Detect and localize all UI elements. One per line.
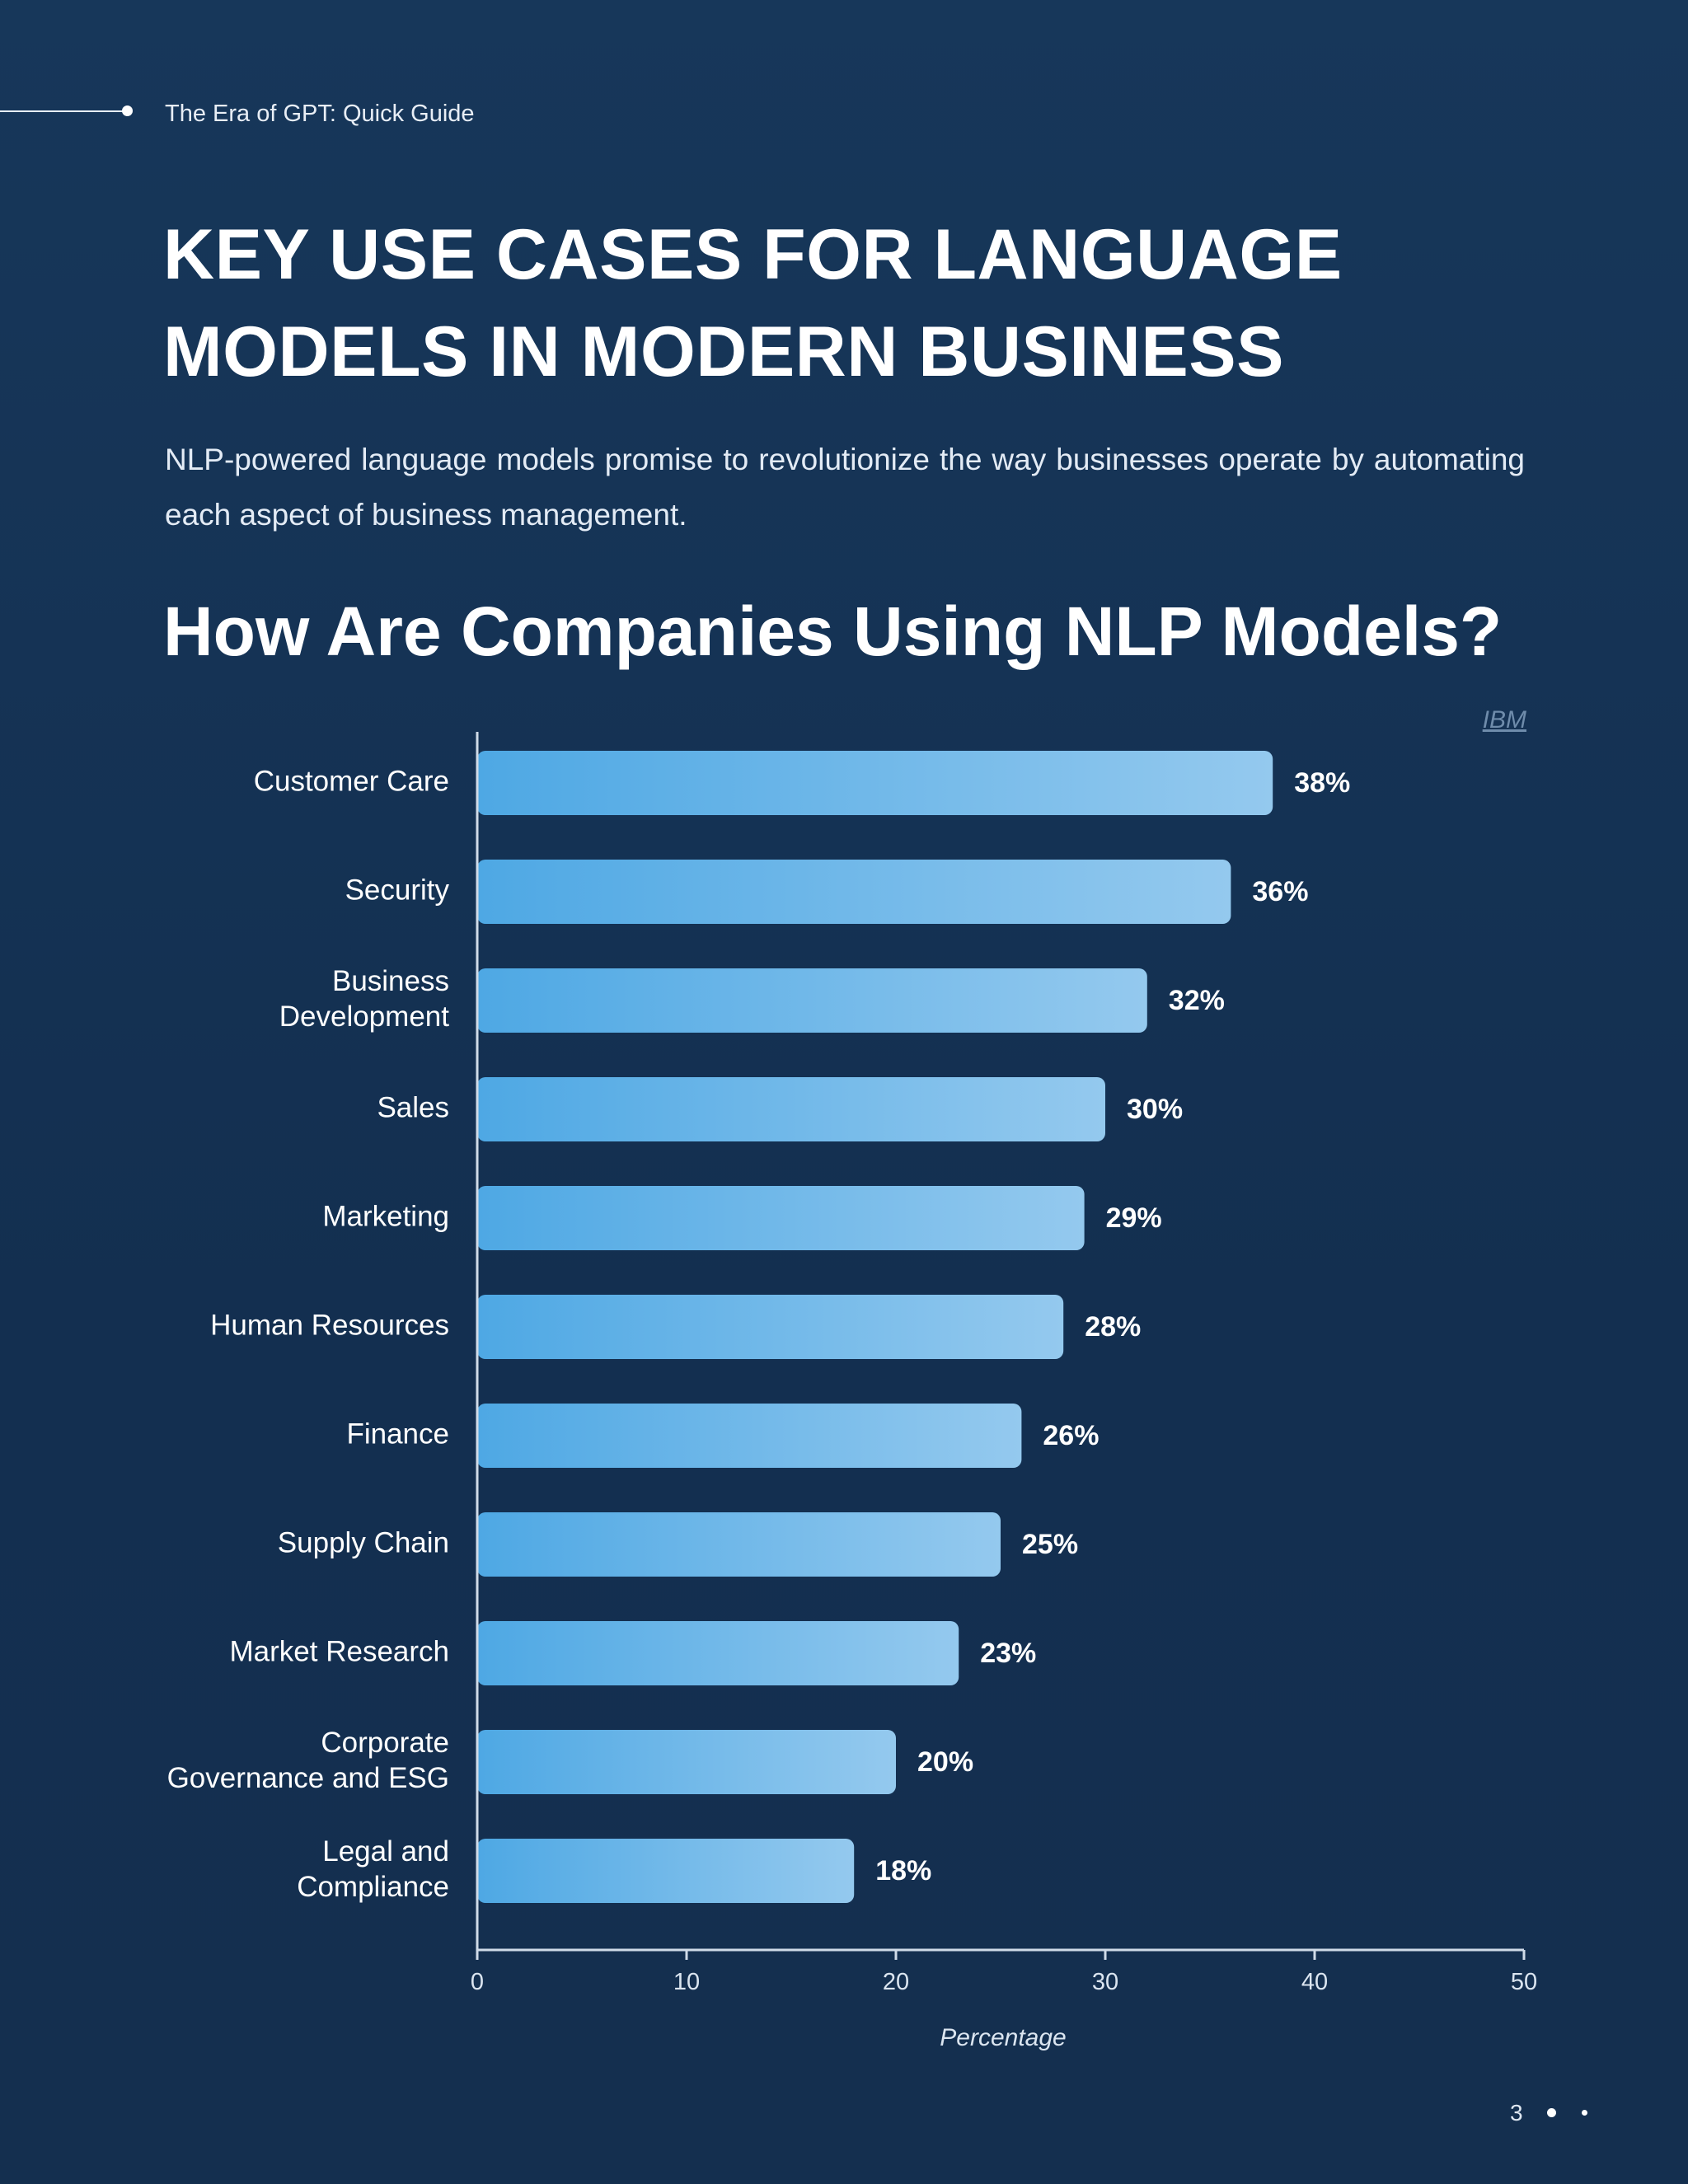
category-label: Development [279, 1001, 449, 1033]
category-label: Business [332, 965, 449, 997]
category-label: Corporate [321, 1727, 449, 1759]
bar [477, 968, 1147, 1033]
bar [477, 1621, 959, 1685]
page-number: 3 [1510, 2100, 1523, 2125]
category-label: Sales [377, 1091, 449, 1123]
x-tick-label: 30 [1092, 1969, 1118, 1995]
category-label: Human Resources [210, 1309, 449, 1341]
bar [477, 1077, 1105, 1141]
x-tick-label: 0 [471, 1969, 484, 1995]
category-label: Security [345, 874, 450, 906]
bar [477, 1730, 896, 1794]
category-label: Marketing [322, 1200, 449, 1232]
data-label: 30% [1127, 1094, 1183, 1125]
page-title: KEY USE CASES FOR LANGUAGE MODELS IN MOD… [163, 215, 1343, 391]
chart-title: How Are Companies Using NLP Models? [163, 593, 1503, 670]
category-label: Governance and ESG [167, 1762, 449, 1794]
category-label: Compliance [297, 1871, 449, 1903]
bar [477, 1186, 1085, 1250]
x-tick-label: 20 [883, 1969, 909, 1995]
data-label: 23% [980, 1638, 1036, 1669]
bar [477, 1839, 855, 1903]
data-label: 36% [1252, 876, 1308, 907]
source-link[interactable]: IBM [1482, 706, 1526, 733]
header-dot-icon [122, 105, 133, 116]
bar [477, 1512, 1001, 1577]
data-label: 38% [1294, 767, 1350, 799]
data-label: 18% [875, 1855, 931, 1886]
category-label: Market Research [230, 1635, 449, 1667]
bar [477, 860, 1231, 924]
page-dot-icon [1547, 2108, 1556, 2117]
bar [477, 1295, 1064, 1359]
x-axis-label: Percentage [940, 2024, 1066, 2051]
x-tick-label: 50 [1511, 1969, 1537, 1995]
data-label: 25% [1022, 1529, 1078, 1560]
bar [477, 751, 1273, 815]
data-label: 29% [1106, 1202, 1162, 1234]
data-label: 28% [1085, 1311, 1141, 1343]
category-label: Legal and [322, 1835, 449, 1868]
category-label: Finance [346, 1418, 449, 1450]
header-rule [0, 110, 125, 112]
data-label: 32% [1169, 985, 1225, 1016]
x-tick-label: 40 [1301, 1969, 1328, 1995]
intro-paragraph: NLP-powered language models promise to r… [165, 443, 1525, 532]
running-title: The Era of GPT: Quick Guide [165, 101, 475, 127]
page-dot-icon [1582, 2110, 1587, 2116]
data-label: 20% [917, 1746, 973, 1778]
x-tick-label: 10 [673, 1969, 700, 1995]
category-label: Supply Chain [278, 1526, 449, 1558]
bar [477, 1404, 1022, 1468]
data-label: 26% [1043, 1420, 1099, 1451]
category-label: Customer Care [254, 765, 449, 797]
